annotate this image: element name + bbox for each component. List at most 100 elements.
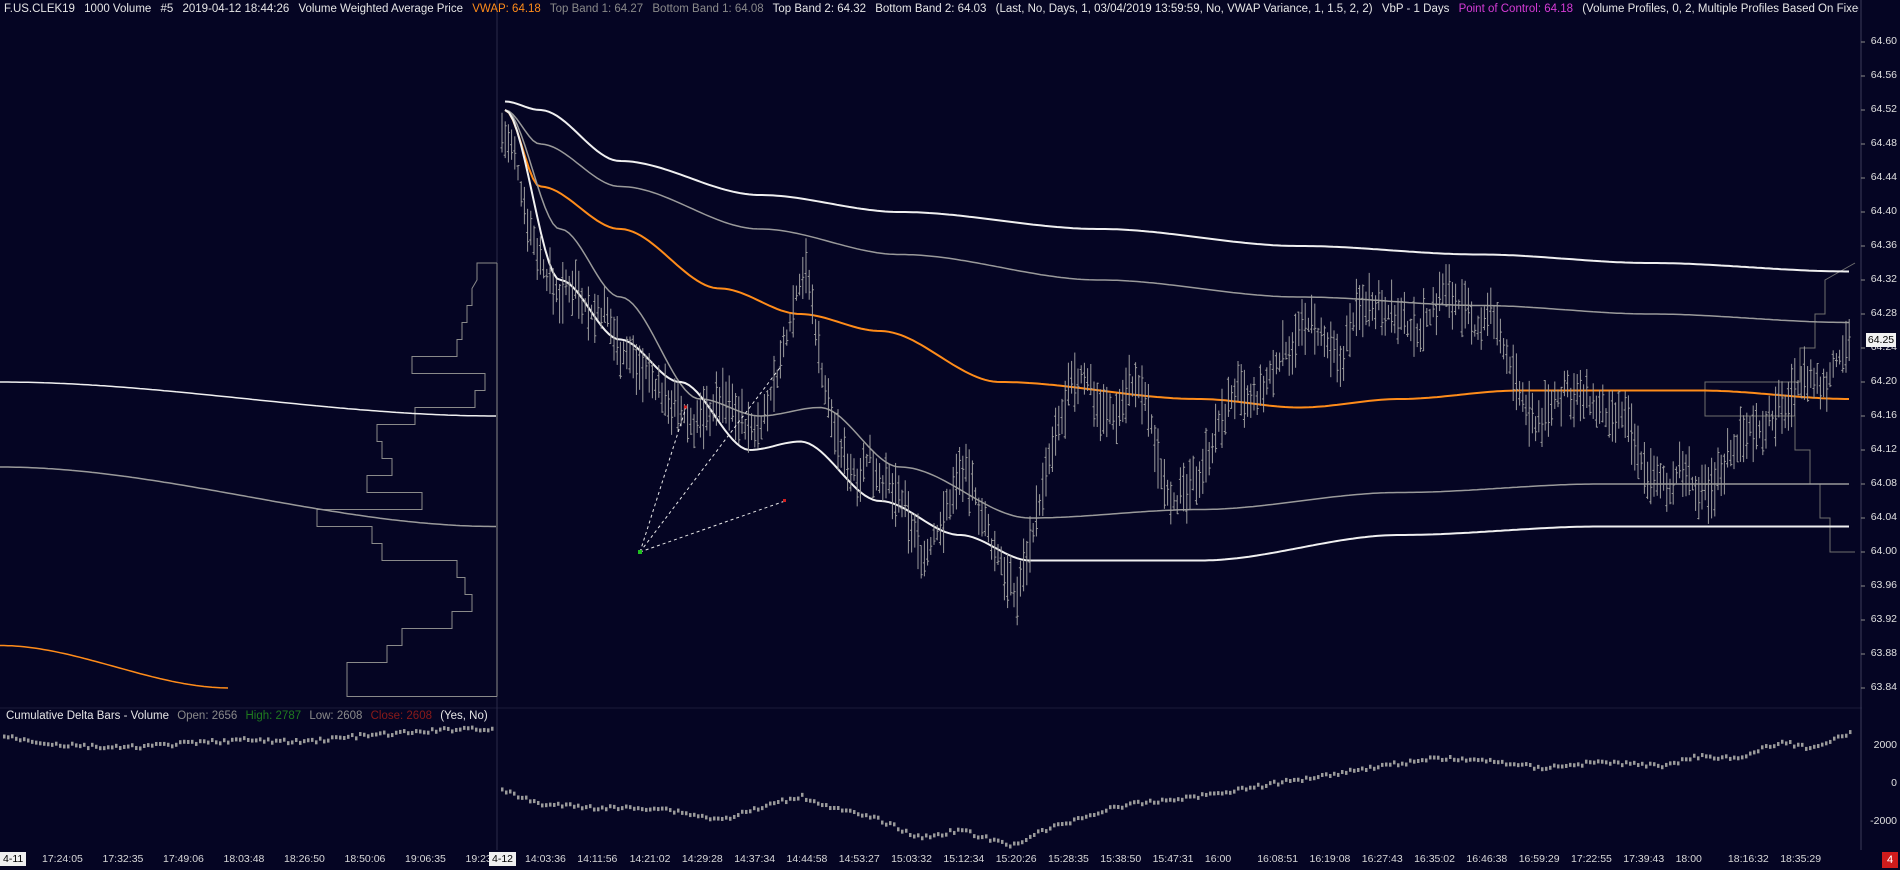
delta-bar: [1841, 734, 1844, 739]
delta-bar: [239, 737, 242, 742]
delta-bar: [139, 746, 142, 751]
delta-bar: [463, 725, 466, 730]
price-bar: [666, 390, 670, 424]
price-axis[interactable]: 64.60 64.56 64.52 64.48 64.44 64.40 64.36 64.32…: [1862, 0, 1900, 850]
delta-bar: [43, 741, 46, 746]
delta-bar: [505, 790, 508, 795]
price-bar: [1294, 313, 1298, 368]
delta-bar: [1481, 757, 1484, 762]
delta-bar: [1717, 756, 1720, 761]
price-bar: [1802, 346, 1806, 400]
delta-bar: [123, 744, 126, 749]
price-bar: [1502, 338, 1506, 360]
price-bar: [1252, 376, 1256, 411]
delta-bar: [271, 740, 274, 745]
volume-profile: [316, 262, 1856, 697]
price-bar: [561, 262, 565, 324]
delta-bar: [525, 795, 528, 800]
delta-bar: [351, 733, 354, 738]
price-bar: [1386, 304, 1390, 320]
price-bar: [922, 540, 926, 577]
delta-bar: [757, 807, 760, 812]
delta-bar: [1357, 767, 1360, 772]
delta-bar: [1261, 785, 1264, 790]
delta-bar: [1837, 734, 1840, 739]
delta-bar: [1621, 763, 1624, 768]
delta-bar: [1593, 760, 1596, 765]
price-bar: [1354, 278, 1358, 337]
delta-bar: [1805, 746, 1808, 751]
delta-bar: [945, 832, 948, 837]
price-bar: [1047, 443, 1051, 475]
delta-bar: [865, 813, 868, 818]
delta-bar: [119, 746, 122, 751]
delta-bar: [1581, 763, 1584, 768]
delta-bar: [725, 815, 728, 820]
delta-bar: [207, 740, 210, 745]
delta-bar: [71, 741, 74, 746]
delta-bar: [195, 741, 198, 746]
price-bar: [839, 438, 843, 468]
price-bar: [1450, 281, 1454, 330]
price-bar: [996, 544, 1000, 566]
delta-bar: [491, 726, 494, 731]
delta-bar: [1613, 759, 1616, 764]
price-bar: [1799, 366, 1803, 399]
delta-bar: [15, 736, 18, 741]
price-bar: [1041, 462, 1045, 517]
price-bar: [1018, 560, 1022, 597]
trend-line-drawings[interactable]: [638, 364, 786, 554]
delta-bar: [215, 740, 218, 745]
delta-bar: [749, 809, 752, 814]
delta-bar: [291, 740, 294, 745]
price-bar: [1300, 299, 1304, 346]
delta-bar: [31, 739, 34, 744]
delta-bar: [247, 738, 250, 743]
delta-bar: [1461, 756, 1464, 761]
price-bar: [1655, 456, 1659, 496]
price-bar: [1546, 384, 1550, 437]
delta-bar: [251, 738, 254, 743]
delta-bar: [1137, 799, 1140, 804]
time-tick-label: 14:53:27: [838, 853, 880, 865]
corner-tag[interactable]: 4: [1882, 852, 1898, 868]
price-bar: [644, 355, 648, 380]
price-bar: [615, 316, 619, 365]
delta-bar: [323, 739, 326, 744]
price-bar: [567, 275, 571, 303]
delta-bar: [909, 833, 912, 838]
price-bar: [1770, 410, 1774, 431]
price-bar: [510, 129, 514, 160]
price-bar: [1786, 381, 1790, 431]
delta-bar: [1497, 760, 1500, 765]
price-bar: [1473, 324, 1477, 337]
delta-bar: [1089, 813, 1092, 818]
price-bar: [878, 463, 882, 494]
price-bar: [977, 497, 981, 535]
delta-bar: [1817, 744, 1820, 749]
price-bar: [574, 259, 578, 299]
price-bar: [1575, 374, 1579, 405]
delta-bar: [869, 815, 872, 820]
delta-bar: [1781, 739, 1784, 744]
delta-bar: [1341, 770, 1344, 775]
delta-bar: [155, 741, 158, 746]
delta-bar: [83, 742, 86, 747]
price-bar: [1441, 273, 1445, 306]
delta-bar: [383, 730, 386, 735]
time-tick-label: 14:21:02: [629, 853, 671, 865]
delta-bar: [1397, 763, 1400, 768]
time-tick-label: 16:08:51: [1257, 853, 1299, 865]
price-bar: [750, 413, 754, 441]
delta-bar: [443, 726, 446, 731]
delta-bar: [1013, 841, 1016, 846]
delta-bar: [55, 741, 58, 746]
delta-bar: [1689, 757, 1692, 762]
delta-bar: [813, 799, 816, 804]
price-bar: [532, 225, 536, 255]
time-axis[interactable]: 4-11 17:24:05 17:32:35 17:49:06 18:03:48 18:2…: [0, 850, 1860, 870]
price-bar: [599, 307, 603, 329]
delta-bar: [689, 813, 692, 818]
